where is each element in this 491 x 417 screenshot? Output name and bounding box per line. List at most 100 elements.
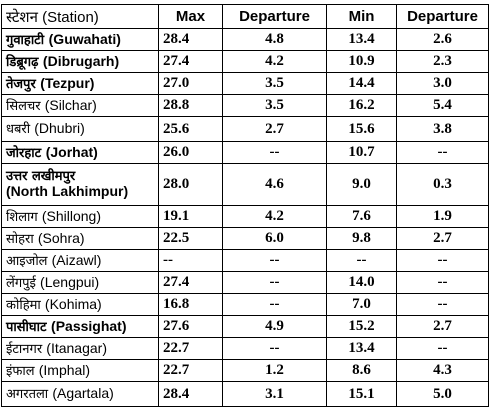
min-cell: 7.0 <box>326 293 397 316</box>
min-cell: 10.9 <box>326 50 397 73</box>
max-cell: 19.1 <box>158 205 223 228</box>
station-name-english: (Silchar) <box>44 96 97 113</box>
min-cell: -- <box>326 249 397 272</box>
station-cell: शिलाग (Shillong) <box>1 205 159 228</box>
departure-min-cell: -- <box>396 337 489 360</box>
max-header: Max <box>158 4 223 29</box>
station-name-hindi: ईटानगर <box>6 341 43 357</box>
max-cell: 28.8 <box>158 94 223 117</box>
departure-max-cell: 4.2 <box>222 50 327 73</box>
departure-min-cell: -- <box>396 271 489 294</box>
station-name-hindi: जोरहाट <box>6 145 42 161</box>
departure-max-cell: 3.5 <box>222 72 327 95</box>
station-cell: ईटानगर (Itanagar) <box>1 337 159 360</box>
max-cell: 27.0 <box>158 72 223 95</box>
departure-min-cell: 3.0 <box>396 72 489 95</box>
departure-max-cell: 4.6 <box>222 163 327 206</box>
departure-min-cell: -- <box>396 293 489 316</box>
min-cell: 8.6 <box>326 359 397 382</box>
departure-min-header: Departure <box>396 4 489 29</box>
station-name-english: (Imphal) <box>38 361 91 378</box>
table-row: पासीघाट (Passighat) 27.6 4.9 15.2 2.7 <box>1 315 489 338</box>
departure-max-cell: -- <box>222 249 327 272</box>
station-name-hindi: धबरी <box>6 122 31 137</box>
station-cell: लेंगपुई (Lengpui) <box>1 271 159 294</box>
max-cell: 27.6 <box>158 315 223 338</box>
min-cell: 14.4 <box>326 72 397 95</box>
min-cell: 10.7 <box>326 141 397 164</box>
departure-max-cell: 4.8 <box>222 28 327 51</box>
station-cell: सोहरा (Sohra) <box>1 227 159 250</box>
station-name-english: (Agartala) <box>52 385 114 401</box>
table-row: धबरी (Dhubri) 25.6 2.7 15.6 3.8 <box>1 116 489 142</box>
table-row: शिलाग (Shillong) 19.1 4.2 7.6 1.9 <box>1 205 489 228</box>
station-name-hindi: इंफाल <box>6 363 35 379</box>
station-cell: अगरतला (Agartala) <box>1 381 159 407</box>
station-name-hindi: शिलाग <box>6 209 38 225</box>
station-name-english: (Lengpui) <box>40 273 100 290</box>
station-name-hindi: तेजपुर <box>6 76 36 92</box>
station-name-hindi: सोहरा <box>6 231 34 247</box>
table-row: सिलचर (Silchar) 28.8 3.5 16.2 5.4 <box>1 94 489 117</box>
departure-min-cell: 5.0 <box>396 381 489 407</box>
min-cell: 14.0 <box>326 271 397 294</box>
table-row: ईटानगर (Itanagar) 22.7 -- 13.4 -- <box>1 337 489 360</box>
table-row: कोहिमा (Kohima) 16.8 -- 7.0 -- <box>1 293 489 316</box>
min-cell: 13.4 <box>326 337 397 360</box>
station-cell: आइजोल (Aizawl) <box>1 249 159 272</box>
station-cell: गुवाहाटी (Guwahati) <box>1 28 159 51</box>
station-cell: सिलचर (Silchar) <box>1 94 159 117</box>
departure-min-cell: 5.4 <box>396 94 489 117</box>
max-cell: 22.7 <box>158 359 223 382</box>
departure-max-header: Departure <box>222 4 327 29</box>
station-name-english: (Passighat) <box>51 317 127 334</box>
table-body: गुवाहाटी (Guwahati) 28.4 4.8 13.4 2.6 डिब्रूग… <box>1 28 489 407</box>
min-cell: 15.6 <box>326 116 397 142</box>
station-cell: डिब्रूगढ़ (Dibrugarh) <box>1 50 159 73</box>
max-cell: -- <box>158 249 223 272</box>
max-cell: 27.4 <box>158 271 223 294</box>
departure-min-cell: 1.9 <box>396 205 489 228</box>
departure-max-cell: 4.2 <box>222 205 327 228</box>
departure-min-cell: 3.8 <box>396 116 489 142</box>
departure-min-cell: 0.3 <box>396 163 489 206</box>
station-header: स्टेशन (Station) <box>1 4 159 29</box>
min-cell: 7.6 <box>326 205 397 228</box>
station-name-english: (Sohra) <box>37 229 85 246</box>
table-row: तेजपुर (Tezpur) 27.0 3.5 14.4 3.0 <box>1 72 489 95</box>
station-name-hindi: अगरतला <box>6 387 49 402</box>
station-cell: धबरी (Dhubri) <box>1 116 159 142</box>
departure-max-cell: -- <box>222 293 327 316</box>
table-row: अगरतला (Agartala) 28.4 3.1 15.1 5.0 <box>1 381 489 407</box>
station-cell: तेजपुर (Tezpur) <box>1 72 159 95</box>
station-name-english: (North Lakhimpur) <box>6 183 129 199</box>
station-name-hindi: सिलचर <box>6 98 41 114</box>
departure-min-cell: -- <box>396 141 489 164</box>
departure-min-cell: 2.6 <box>396 28 489 51</box>
min-cell: 16.2 <box>326 94 397 117</box>
departure-max-cell: -- <box>222 271 327 294</box>
departure-max-cell: 2.7 <box>222 116 327 142</box>
departure-max-cell: 3.1 <box>222 381 327 407</box>
min-cell: 15.1 <box>326 381 397 407</box>
station-cell: पासीघाट (Passighat) <box>1 315 159 338</box>
max-cell: 22.5 <box>158 227 223 250</box>
table-row: सोहरा (Sohra) 22.5 6.0 9.8 2.7 <box>1 227 489 250</box>
station-cell: कोहिमा (Kohima) <box>1 293 159 316</box>
station-name-english: (Itanagar) <box>46 339 107 356</box>
header-row: स्टेशन (Station) Max Departure Min Depar… <box>1 4 489 29</box>
station-name-hindi: कोहिमा <box>6 297 41 313</box>
min-header: Min <box>326 4 397 29</box>
station-cell: उत्तर लखीमपुर (North Lakhimpur) <box>1 163 159 206</box>
departure-max-cell: -- <box>222 337 327 360</box>
table-row: इंफाल (Imphal) 22.7 1.2 8.6 4.3 <box>1 359 489 382</box>
min-cell: 15.2 <box>326 315 397 338</box>
table-row: लेंगपुई (Lengpui) 27.4 -- 14.0 -- <box>1 271 489 294</box>
station-name-english: (Shillong) <box>41 207 101 224</box>
departure-min-cell: 2.7 <box>396 227 489 250</box>
station-name-hindi: उत्तर लखीमपुर <box>6 169 76 184</box>
station-name-english: (Kohima) <box>44 295 102 312</box>
station-name-hindi: डिब्रूगढ़ <box>6 54 39 70</box>
station-name-hindi: पासीघाट <box>6 319 47 335</box>
